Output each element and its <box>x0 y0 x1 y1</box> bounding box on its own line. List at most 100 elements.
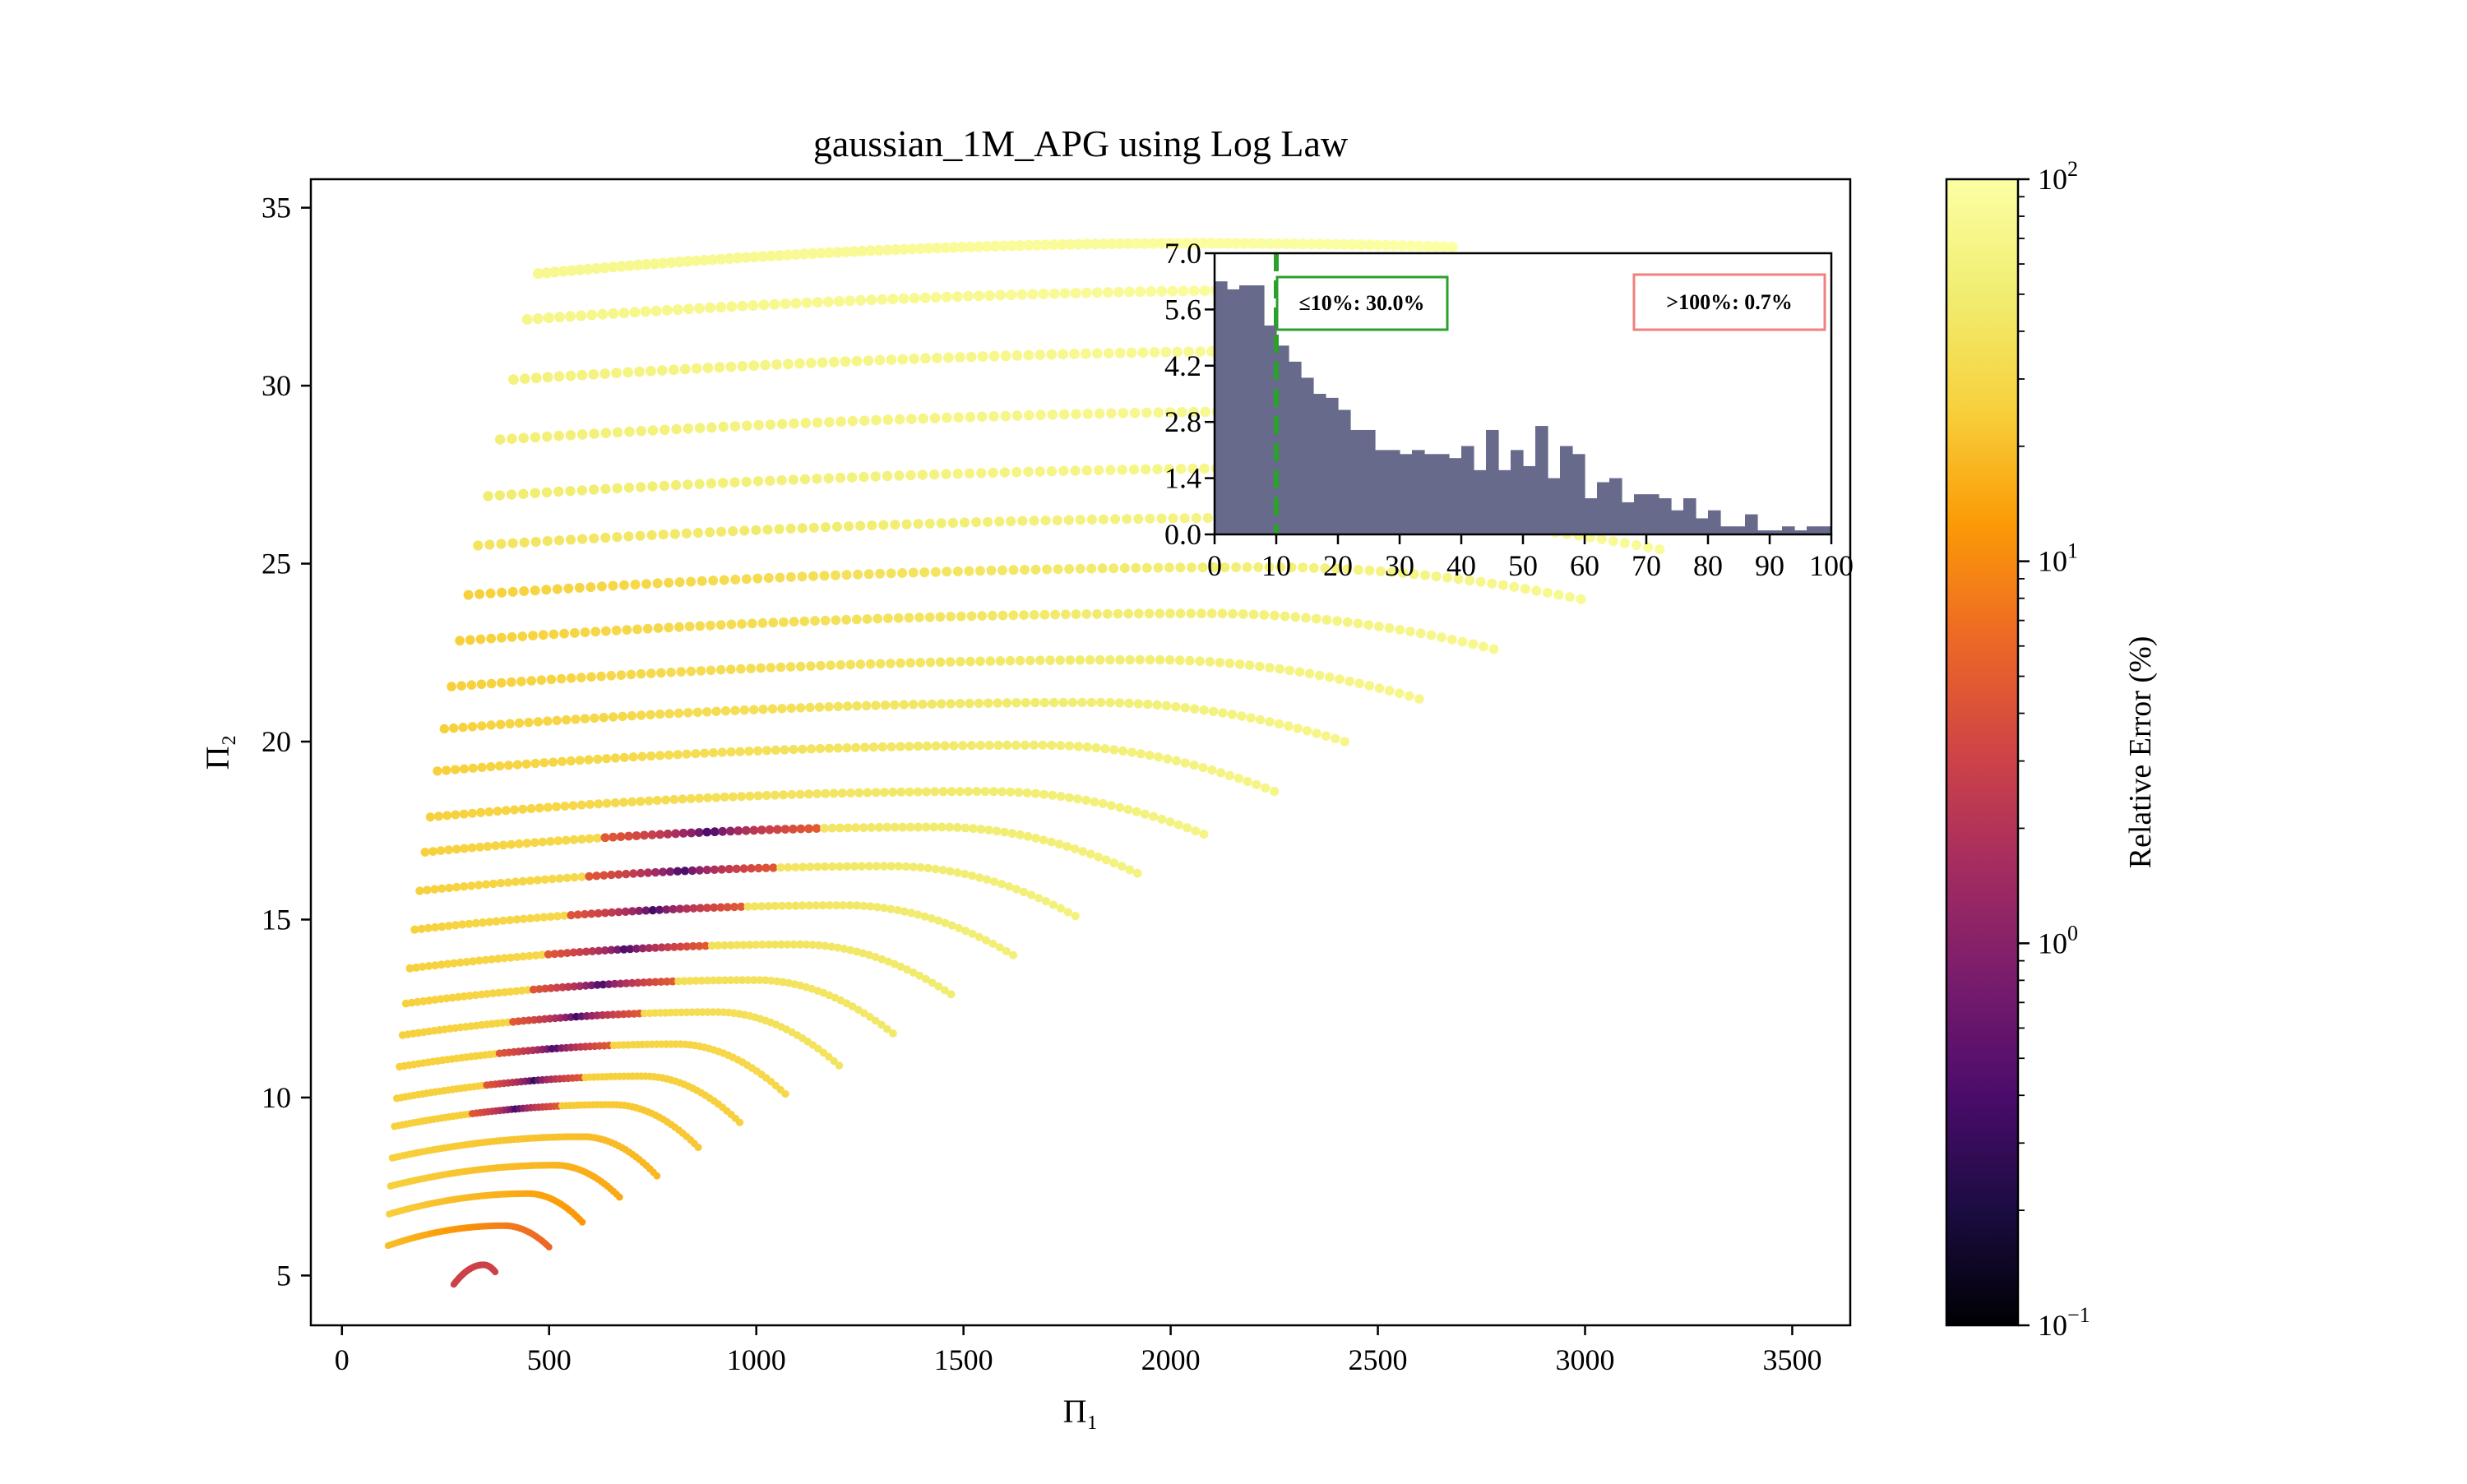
scatter-point <box>558 982 567 992</box>
scatter-point <box>894 470 905 481</box>
scatter-point <box>1007 829 1017 839</box>
scatter-point <box>812 901 821 910</box>
scatter-point <box>1034 894 1044 903</box>
scatter-point <box>873 244 885 257</box>
scatter-point <box>1023 831 1033 841</box>
scatter-point <box>1152 464 1163 474</box>
scatter-point <box>1128 464 1140 475</box>
scatter-point <box>964 468 975 478</box>
scatter-point <box>739 705 749 715</box>
scatter-point <box>1085 654 1095 665</box>
scatter-point <box>780 825 790 834</box>
scatter-point <box>751 525 761 535</box>
scatter-point <box>1145 513 1155 524</box>
scatter-point <box>1363 239 1375 251</box>
scatter-point <box>431 961 440 970</box>
scatter-point <box>886 904 896 913</box>
scatter-point <box>913 787 923 797</box>
scatter-point <box>530 585 540 596</box>
scatter-point <box>857 245 868 257</box>
scatter-point <box>650 867 660 877</box>
scatter-point <box>610 753 621 763</box>
scatter-point <box>680 867 690 876</box>
scatter-point <box>645 978 654 987</box>
scatter-point <box>627 797 637 807</box>
scatter-point <box>984 698 993 708</box>
scatter-point <box>636 868 646 878</box>
scatter-point <box>988 787 998 797</box>
scatter-point <box>643 868 653 877</box>
scatter-point <box>1155 654 1165 665</box>
inset-x-tick-label: 70 <box>1632 549 1661 582</box>
scatter-point <box>1117 862 1127 871</box>
scatter-point <box>765 475 775 486</box>
scatter-point <box>570 982 579 991</box>
scatter-point <box>442 811 452 821</box>
scatter-point <box>908 700 919 710</box>
scatter-point <box>1196 608 1206 619</box>
scatter-point <box>886 742 896 751</box>
scatter-point <box>1106 801 1116 811</box>
scatter-point <box>1347 238 1358 251</box>
scatter-point <box>977 351 988 362</box>
scatter-point <box>553 430 564 442</box>
scatter-point <box>614 870 623 879</box>
scatter-point <box>542 431 553 442</box>
scatter-point <box>757 825 766 834</box>
scatter-point <box>945 822 955 832</box>
scatter-point <box>1098 514 1109 525</box>
scatter-point <box>627 907 637 916</box>
histogram-bar <box>1338 409 1351 534</box>
histogram-bar <box>1548 478 1561 534</box>
scatter-point <box>820 522 831 533</box>
scatter-point <box>505 719 515 728</box>
scatter-point <box>771 940 780 949</box>
scatter-point <box>1020 740 1030 751</box>
scatter-point <box>738 976 747 984</box>
scatter-point <box>748 251 760 263</box>
scatter-point <box>1426 630 1437 640</box>
scatter-point <box>594 908 603 918</box>
scatter-point <box>821 941 830 950</box>
scatter-point <box>1073 742 1083 751</box>
scatter-point <box>1264 562 1275 572</box>
scatter-point <box>1071 609 1081 619</box>
scatter-point <box>975 873 984 882</box>
scatter-point <box>757 617 768 628</box>
scatter-point <box>694 478 705 489</box>
scatter-point <box>1155 238 1168 249</box>
scatter-point <box>821 788 831 798</box>
scatter-point <box>773 825 782 834</box>
scatter-point <box>715 976 724 985</box>
scatter-point <box>687 828 697 838</box>
scatter-point <box>875 568 886 579</box>
scatter-point <box>596 581 607 592</box>
scatter-point <box>894 414 905 425</box>
scatter-point <box>993 740 1003 751</box>
scatter-point <box>493 955 502 964</box>
scatter-point <box>646 529 657 541</box>
scatter-point <box>966 611 977 622</box>
scatter-point <box>886 862 896 871</box>
scatter-point <box>997 787 1007 797</box>
scatter-point <box>796 703 806 713</box>
scatter-point <box>1038 289 1049 299</box>
scatter-point <box>1631 539 1642 551</box>
scatter-point <box>927 914 936 923</box>
scatter-point <box>758 299 770 311</box>
scatter-point <box>673 708 684 719</box>
scatter-point <box>1275 562 1286 572</box>
histogram-bar <box>1807 526 1820 534</box>
scatter-point <box>1047 740 1057 751</box>
scatter-point <box>924 612 935 622</box>
scatter-point <box>720 941 729 950</box>
scatter-point <box>845 659 856 670</box>
scatter-point <box>831 615 841 626</box>
scatter-point <box>538 630 548 640</box>
histogram-bar <box>1597 482 1610 534</box>
scatter-point <box>822 296 834 307</box>
scatter-point <box>748 360 760 372</box>
scatter-point <box>692 707 702 717</box>
scatter-point <box>1023 349 1034 361</box>
scatter-point <box>1035 409 1046 421</box>
